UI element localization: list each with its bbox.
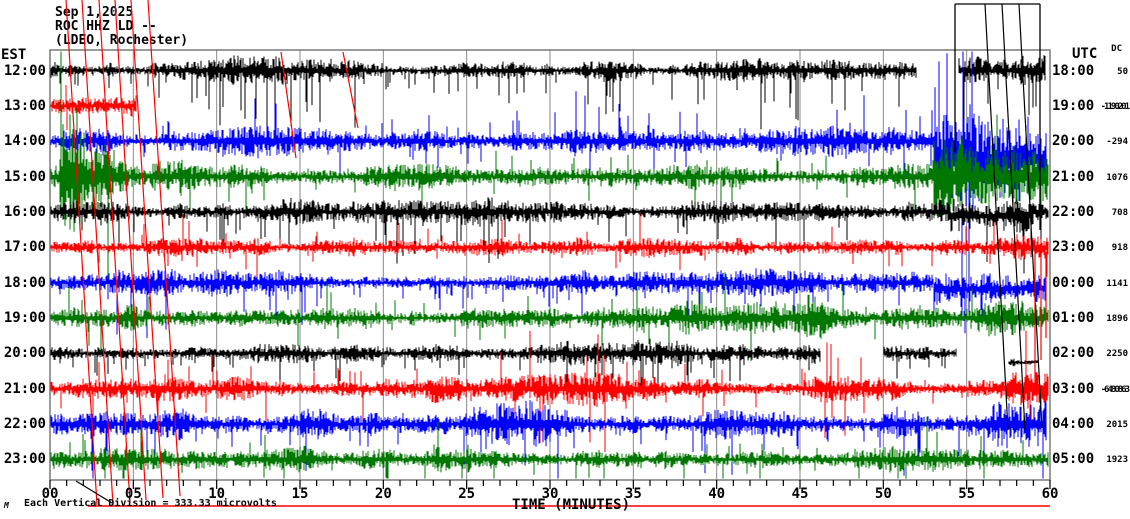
right-zone-label: UTC	[1072, 46, 1098, 62]
est-hour-label: 21:00	[3, 380, 46, 397]
utc-hour-label: 03:00	[1052, 380, 1095, 397]
dc-offset-value: 2250	[1106, 349, 1128, 360]
dc-offset-value: 918	[1111, 243, 1128, 254]
x-tick-label: 25	[458, 486, 476, 502]
clip-diagonal-black	[1018, 3, 1043, 429]
x-axis-title: TIME (MINUTES)	[512, 497, 631, 513]
x-tick-label: 05	[124, 486, 142, 502]
clip-diagonal-red	[147, 0, 181, 497]
est-hour-label: 20:00	[3, 345, 46, 362]
est-hour-label: 13:00	[3, 97, 46, 114]
trace-20:00	[50, 338, 1039, 397]
utc-hour-label: 05:00	[1052, 451, 1095, 468]
trace-13:00	[50, 85, 137, 130]
trace-15:00	[50, 51, 1049, 280]
clip-diagonal-red	[130, 0, 164, 499]
est-hour-label: 22:00	[3, 416, 46, 433]
dc-offset-value: 708	[1111, 207, 1128, 218]
watermark-mark: M	[4, 501, 9, 510]
x-tick-label: 50	[874, 486, 892, 502]
clip-diagonal-red	[114, 0, 147, 501]
utc-hour-label: 02:00	[1052, 345, 1095, 362]
utc-hour-label: 04:00	[1052, 416, 1095, 433]
trace-22:00	[50, 400, 1047, 479]
dc-offset-value: 1076	[1106, 172, 1128, 183]
x-tick-label: 00	[41, 486, 59, 502]
x-tick-label: 40	[708, 486, 726, 502]
clip-diagonal-red	[65, 0, 98, 506]
dc-offset-value: -6480863	[1100, 384, 1130, 395]
x-tick-label: 30	[541, 486, 559, 502]
x-tick-label: 45	[791, 486, 809, 502]
x-tick-label: 55	[958, 486, 976, 502]
trace-17:00	[50, 213, 1049, 279]
dc-offset-value: 1923	[1106, 455, 1128, 466]
utc-hour-label: 19:00	[1052, 97, 1095, 114]
dc-offset-value: 50	[1117, 66, 1128, 77]
utc-hour-label: 20:00	[1052, 133, 1095, 150]
utc-hour-label: 21:00	[1052, 168, 1095, 185]
dc-offset-value: -294	[1106, 137, 1128, 148]
header-station: ROC HHZ LD --	[55, 19, 157, 34]
trace-14:00	[50, 51, 1047, 317]
left-zone-label: EST	[1, 47, 27, 63]
est-hour-label: 14:00	[3, 133, 46, 150]
est-hour-label: 15:00	[3, 168, 46, 185]
dc-offset-value: 2015	[1106, 420, 1128, 431]
utc-hour-label: 00:00	[1052, 274, 1095, 291]
est-hour-label: 23:00	[3, 451, 46, 468]
utc-hour-label: 23:00	[1052, 239, 1095, 256]
utc-hour-label: 18:00	[1052, 62, 1095, 79]
header-date: Sep 1,2025	[55, 5, 134, 20]
clip-diagonal-black	[1001, 3, 1026, 431]
clip-diagonal-red	[280, 51, 297, 159]
est-hour-label: 17:00	[3, 239, 46, 256]
trace-18:00	[50, 268, 1047, 339]
x-tick-label: 60	[1041, 486, 1059, 502]
trace-21:00	[50, 330, 1049, 452]
header-network: (LDEO, Rochester)	[55, 33, 189, 48]
x-tick-label: 35	[624, 486, 642, 502]
est-hour-label: 19:00	[3, 310, 46, 327]
clip-diagonal-red	[98, 0, 131, 504]
utc-hour-label: 01:00	[1052, 310, 1095, 327]
est-hour-label: 16:00	[3, 203, 46, 220]
dc-offset-value: -1190201	[1100, 101, 1130, 112]
trace-16:00	[50, 197, 1049, 274]
trace-19:00	[50, 272, 1049, 362]
est-hour-label: 12:00	[3, 62, 46, 79]
clip-diagonal-red	[81, 0, 114, 506]
est-hour-label: 18:00	[3, 274, 46, 291]
utc-hour-label: 22:00	[1052, 203, 1095, 220]
dc-column-label: DC	[1111, 44, 1122, 54]
dc-offset-value: 1896	[1106, 314, 1128, 325]
clip-diagonal-black	[75, 480, 113, 504]
dc-offset-value: 1141	[1106, 278, 1128, 289]
scale-note: Each Vertical Division = 333.33 microvol…	[24, 498, 277, 509]
trace-12:00	[50, 55, 1046, 142]
x-tick-label: 15	[291, 486, 309, 502]
clip-diagonal-red	[342, 51, 359, 129]
clip-diagonal-black	[984, 3, 1009, 431]
x-tick-label: 20	[374, 486, 392, 502]
x-tick-label: 10	[208, 486, 226, 502]
